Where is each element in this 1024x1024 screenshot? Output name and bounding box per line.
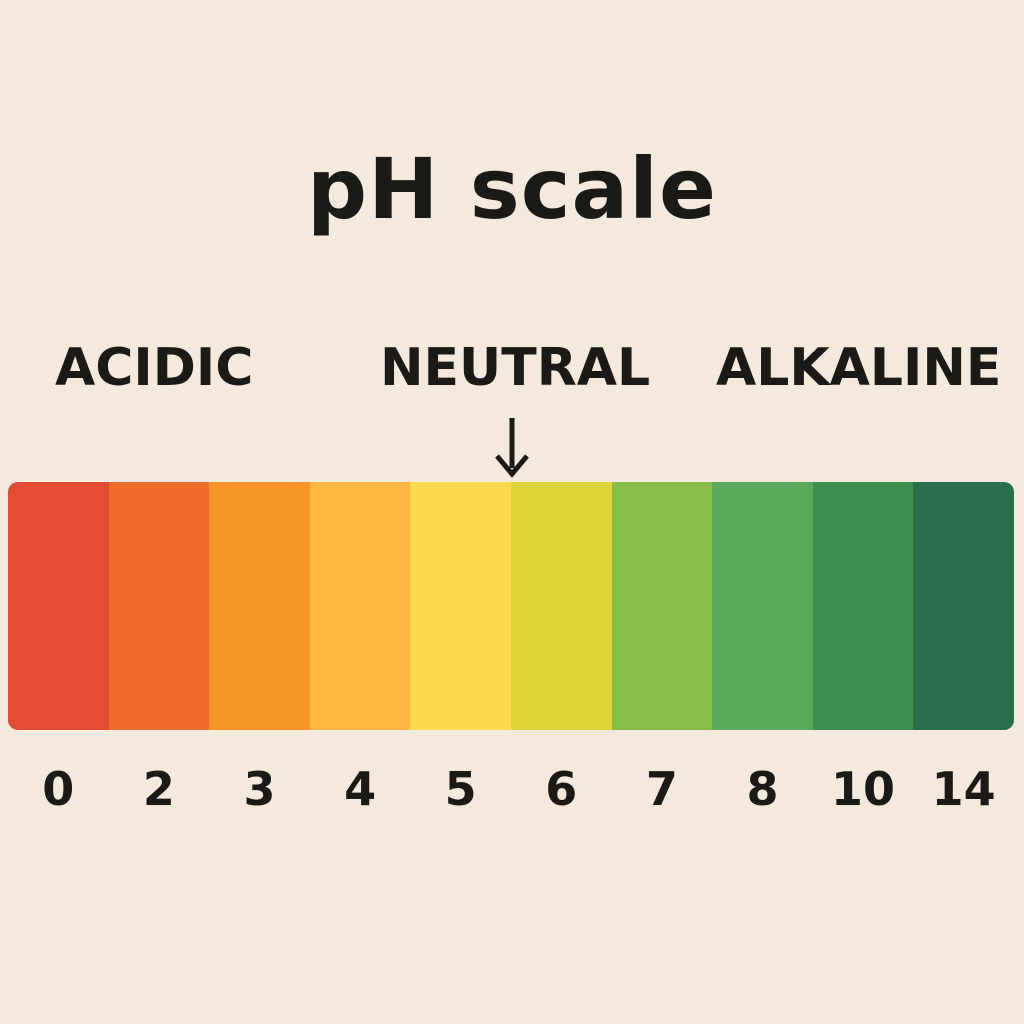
down-arrow-icon: [495, 418, 529, 478]
ph-color-bar: [8, 482, 1014, 730]
acidic-label: ACIDIC: [55, 338, 254, 398]
ph-value-label: 8: [746, 762, 779, 816]
ph-segment: [510, 482, 612, 730]
page-title: pH scale: [307, 140, 717, 238]
ph-value-label: 2: [142, 762, 175, 816]
ph-segment: [309, 482, 411, 730]
ph-segment: [611, 482, 713, 730]
ph-segment: [410, 482, 511, 730]
alkaline-label: ALKALINE: [716, 338, 1002, 398]
ph-value-labels: 0 2 3 4 5 6 7 8 10 14: [8, 762, 1014, 816]
ph-segment: [812, 482, 914, 730]
ph-segment: [108, 482, 210, 730]
ph-value-label: 14: [931, 762, 996, 816]
ph-value-label: 3: [243, 762, 276, 816]
ph-value-label: 7: [645, 762, 678, 816]
ph-value-label: 0: [42, 762, 75, 816]
neutral-label: NEUTRAL: [380, 338, 651, 398]
ph-value-label: 5: [444, 762, 477, 816]
ph-segment: [8, 482, 109, 730]
ph-value-label: 6: [545, 762, 578, 816]
ph-value-label: 4: [344, 762, 377, 816]
ph-segment: [209, 482, 310, 730]
ph-segment: [712, 482, 813, 730]
ph-segment: [913, 482, 1014, 730]
ph-value-label: 10: [831, 762, 896, 816]
